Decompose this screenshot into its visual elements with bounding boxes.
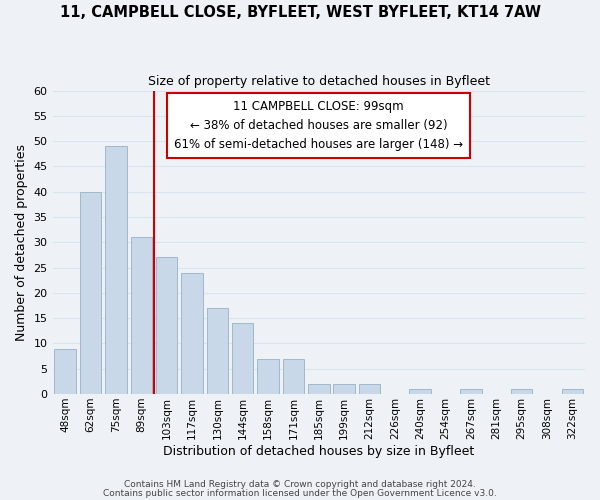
Title: Size of property relative to detached houses in Byfleet: Size of property relative to detached ho… [148,75,490,88]
Bar [156,258,178,394]
Bar [409,389,431,394]
Text: Contains public sector information licensed under the Open Government Licence v3: Contains public sector information licen… [103,489,497,498]
Text: 11 CAMPBELL CLOSE: 99sqm
← 38% of detached houses are smaller (92)
61% of semi-d: 11 CAMPBELL CLOSE: 99sqm ← 38% of detach… [174,100,463,150]
Bar [105,146,127,394]
Bar [80,192,101,394]
Bar [257,358,279,394]
Text: Contains HM Land Registry data © Crown copyright and database right 2024.: Contains HM Land Registry data © Crown c… [124,480,476,489]
Bar [460,389,482,394]
Bar [55,348,76,394]
X-axis label: Distribution of detached houses by size in Byfleet: Distribution of detached houses by size … [163,444,475,458]
Y-axis label: Number of detached properties: Number of detached properties [15,144,28,341]
Bar [334,384,355,394]
Bar [131,237,152,394]
Bar [232,323,253,394]
Bar [206,308,228,394]
Bar [283,358,304,394]
Bar [181,272,203,394]
Bar [308,384,329,394]
Bar [562,389,583,394]
Bar [511,389,532,394]
Text: 11, CAMPBELL CLOSE, BYFLEET, WEST BYFLEET, KT14 7AW: 11, CAMPBELL CLOSE, BYFLEET, WEST BYFLEE… [59,5,541,20]
Bar [359,384,380,394]
